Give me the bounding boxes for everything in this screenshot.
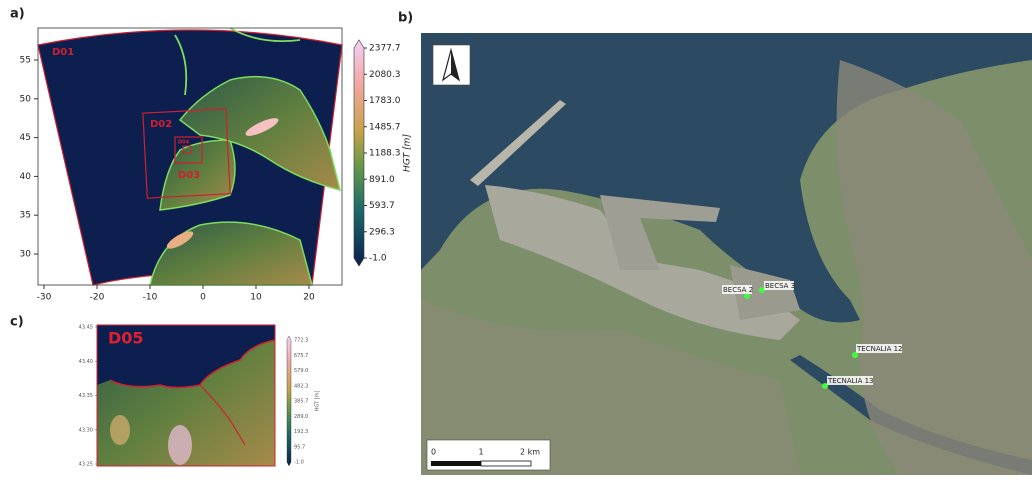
- colorbar-tick-label: 296.3: [369, 227, 395, 237]
- y-tick-label: 40: [20, 172, 32, 182]
- scale-label: 0: [431, 448, 436, 457]
- colorbar-tick-label: 2377.7: [369, 44, 401, 54]
- scale-label: 1: [478, 448, 483, 457]
- y-tick-label: 43.25: [79, 462, 93, 468]
- station-label: BECSA 2: [723, 286, 753, 294]
- y-tick-label: 45: [20, 133, 31, 143]
- colorbar-tick-label: 289.0: [294, 414, 308, 420]
- colorbar: [354, 40, 364, 266]
- colorbar-tick-label: 891.0: [369, 175, 395, 185]
- y-tick-label: 43.40: [79, 359, 93, 365]
- station-label: TECNALIA 13: [827, 377, 874, 385]
- y-tick-label: 35: [20, 211, 31, 221]
- y-tick-label: 43.30: [79, 427, 93, 433]
- station-label: TECNALIA 12: [856, 345, 903, 353]
- domain-label: D05: [108, 329, 144, 348]
- x-tick-label: 0: [200, 293, 206, 303]
- colorbar-tick-label: 579.0: [294, 368, 308, 374]
- colorbar-tick-label: 1188.3: [369, 149, 401, 159]
- domain-label: D04: [178, 140, 190, 146]
- colorbar-tick-label: 385.7: [294, 399, 308, 405]
- colorbar-tick-label: 772.3: [294, 338, 308, 344]
- y-tick-label: 50: [20, 94, 32, 104]
- panel-label: b): [398, 11, 413, 26]
- y-tick-label: 43.35: [79, 393, 93, 399]
- colorbar-tick-label: 593.7: [369, 201, 395, 211]
- scale-label: 2 km: [520, 448, 540, 457]
- domain-label: D03: [178, 170, 200, 181]
- x-tick-label: 20: [303, 293, 315, 303]
- colorbar: [287, 336, 291, 466]
- colorbar-tick-label: -1.0: [369, 254, 387, 264]
- x-tick-label: -20: [90, 293, 105, 303]
- colorbar-tick-label: 1485.7: [369, 122, 401, 132]
- colorbar-tick-label: 1783.0: [369, 96, 401, 106]
- y-tick-label: 43.45: [79, 325, 93, 331]
- colorbar-label: HGT [m]: [403, 134, 413, 172]
- colorbar-tick-label: 675.7: [294, 353, 308, 359]
- x-tick-label: -30: [37, 293, 52, 303]
- station-label: BECSA 3: [765, 282, 795, 290]
- y-tick-label: 55: [20, 56, 31, 66]
- x-tick-label: -10: [143, 293, 158, 303]
- x-tick-label: 10: [250, 293, 262, 303]
- map-a: [38, 28, 342, 285]
- colorbar-tick-label: 192.3: [294, 429, 308, 435]
- figure: a) D01 D02 D03 D04 HGT [m] c) D05 HGT [m…: [0, 0, 1032, 479]
- panel-label: a): [10, 7, 25, 22]
- colorbar-tick-label: -1.0: [294, 460, 304, 466]
- panel-label: c): [10, 315, 24, 330]
- y-tick-label: 30: [20, 250, 32, 260]
- aerial-image: [421, 33, 1032, 475]
- domain-label: D02: [150, 119, 172, 130]
- colorbar-tick-label: 482.3: [294, 383, 308, 389]
- colorbar-tick-label: 95.7: [294, 444, 305, 450]
- domain-label: D01: [52, 47, 74, 58]
- colorbar-tick-label: 2080.3: [369, 70, 401, 80]
- colorbar-label: HGT [m]: [315, 391, 321, 412]
